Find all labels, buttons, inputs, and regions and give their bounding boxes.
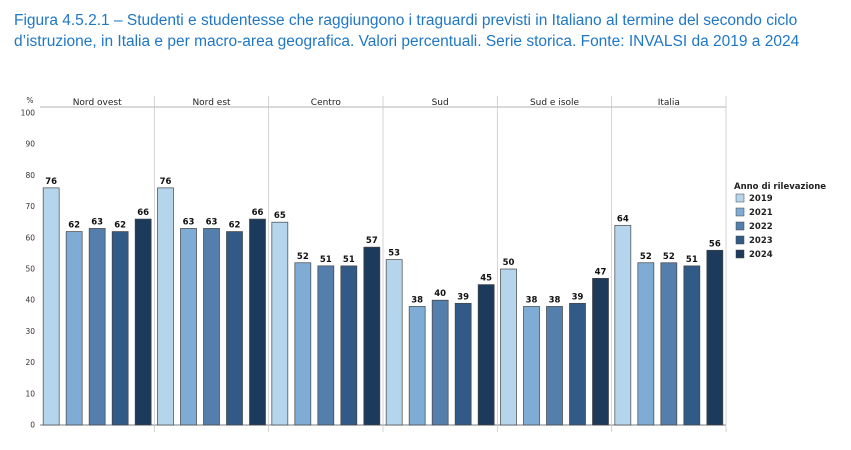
legend-title: Anno di rilevazione — [734, 182, 826, 192]
legend-swatch — [735, 235, 745, 245]
y-tick-label: 80 — [25, 171, 35, 180]
bar — [180, 228, 197, 426]
bar — [431, 299, 449, 426]
y-tick-label: 20 — [25, 358, 35, 367]
bar — [500, 268, 517, 426]
data-label: 38 — [526, 295, 538, 305]
data-label: 63 — [206, 217, 218, 227]
y-tick-label: 60 — [25, 233, 35, 242]
legend-swatch — [735, 249, 745, 259]
bar — [614, 224, 632, 426]
bar — [683, 265, 701, 426]
panel-label: Centro — [311, 98, 342, 108]
panel-label: Sud e isole — [530, 98, 580, 108]
bar — [157, 187, 174, 426]
bar — [546, 306, 563, 426]
data-label: 52 — [640, 252, 652, 262]
panel-label: Nord ovest — [73, 98, 122, 108]
bar — [569, 302, 586, 426]
data-label: 62 — [229, 221, 241, 231]
bar — [408, 306, 426, 426]
legend-label: 2021 — [749, 208, 773, 218]
bar — [294, 262, 312, 426]
bar — [134, 218, 152, 426]
panel-label: Italia — [658, 98, 680, 108]
legend-swatch — [735, 193, 745, 203]
data-label: 51 — [686, 255, 698, 265]
bar — [271, 221, 289, 426]
bar — [660, 262, 678, 426]
data-label: 39 — [457, 292, 469, 302]
data-label: 76 — [45, 177, 57, 187]
bar — [523, 306, 540, 426]
bar — [454, 302, 472, 426]
data-label: 62 — [68, 221, 80, 231]
data-label: 53 — [388, 249, 400, 259]
y-axis-unit-label: % — [26, 96, 33, 105]
data-label: 39 — [572, 292, 584, 302]
data-label: 47 — [595, 267, 607, 277]
y-tick-label: 50 — [25, 265, 35, 274]
bar — [65, 231, 83, 426]
data-label: 38 — [549, 295, 561, 305]
bar — [706, 249, 724, 426]
bar — [111, 231, 129, 426]
bar — [637, 262, 655, 426]
bar — [477, 284, 495, 426]
bar — [317, 265, 335, 426]
data-label: 62 — [114, 221, 126, 231]
bar — [88, 228, 106, 426]
bar — [249, 218, 266, 426]
y-tick-label: 40 — [25, 296, 35, 305]
bar — [226, 231, 243, 426]
data-label: 64 — [617, 214, 629, 224]
y-tick-label: 90 — [25, 140, 35, 149]
data-label: 76 — [160, 177, 172, 187]
data-label: 50 — [503, 258, 515, 268]
bar — [203, 228, 220, 426]
data-label: 56 — [709, 239, 721, 249]
legend-label: 2023 — [749, 236, 773, 246]
data-label: 51 — [343, 255, 355, 265]
legend-swatch — [735, 207, 745, 217]
legend-label: 2019 — [749, 194, 773, 204]
data-label: 38 — [411, 295, 423, 305]
panel-label: Sud — [432, 98, 449, 108]
legend-swatch — [735, 221, 745, 231]
data-label: 63 — [91, 217, 103, 227]
legend-label: 2022 — [749, 222, 773, 232]
bar — [42, 187, 60, 426]
figure-caption: Figura 4.5.2.1 – Studenti e studentesse … — [14, 12, 800, 50]
bar — [592, 278, 609, 426]
data-label: 52 — [663, 252, 675, 262]
y-tick-label: 30 — [25, 327, 35, 336]
data-label: 65 — [274, 211, 286, 221]
y-tick-label: 10 — [25, 389, 35, 398]
data-label: 57 — [366, 236, 378, 246]
data-label: 63 — [183, 217, 195, 227]
legend-label: 2024 — [749, 250, 773, 260]
bar — [385, 259, 403, 426]
panel-label: Nord est — [192, 98, 231, 108]
bar — [363, 246, 381, 426]
data-label: 45 — [480, 274, 492, 284]
y-tick-label: 100 — [21, 109, 36, 118]
data-label: 51 — [320, 255, 332, 265]
data-label: 40 — [434, 289, 446, 299]
y-tick-label: 70 — [25, 202, 35, 211]
bar — [340, 265, 358, 426]
y-tick-label: 0 — [30, 421, 35, 430]
data-label: 52 — [297, 252, 309, 262]
data-label: 66 — [137, 208, 149, 218]
data-label: 66 — [252, 208, 264, 218]
